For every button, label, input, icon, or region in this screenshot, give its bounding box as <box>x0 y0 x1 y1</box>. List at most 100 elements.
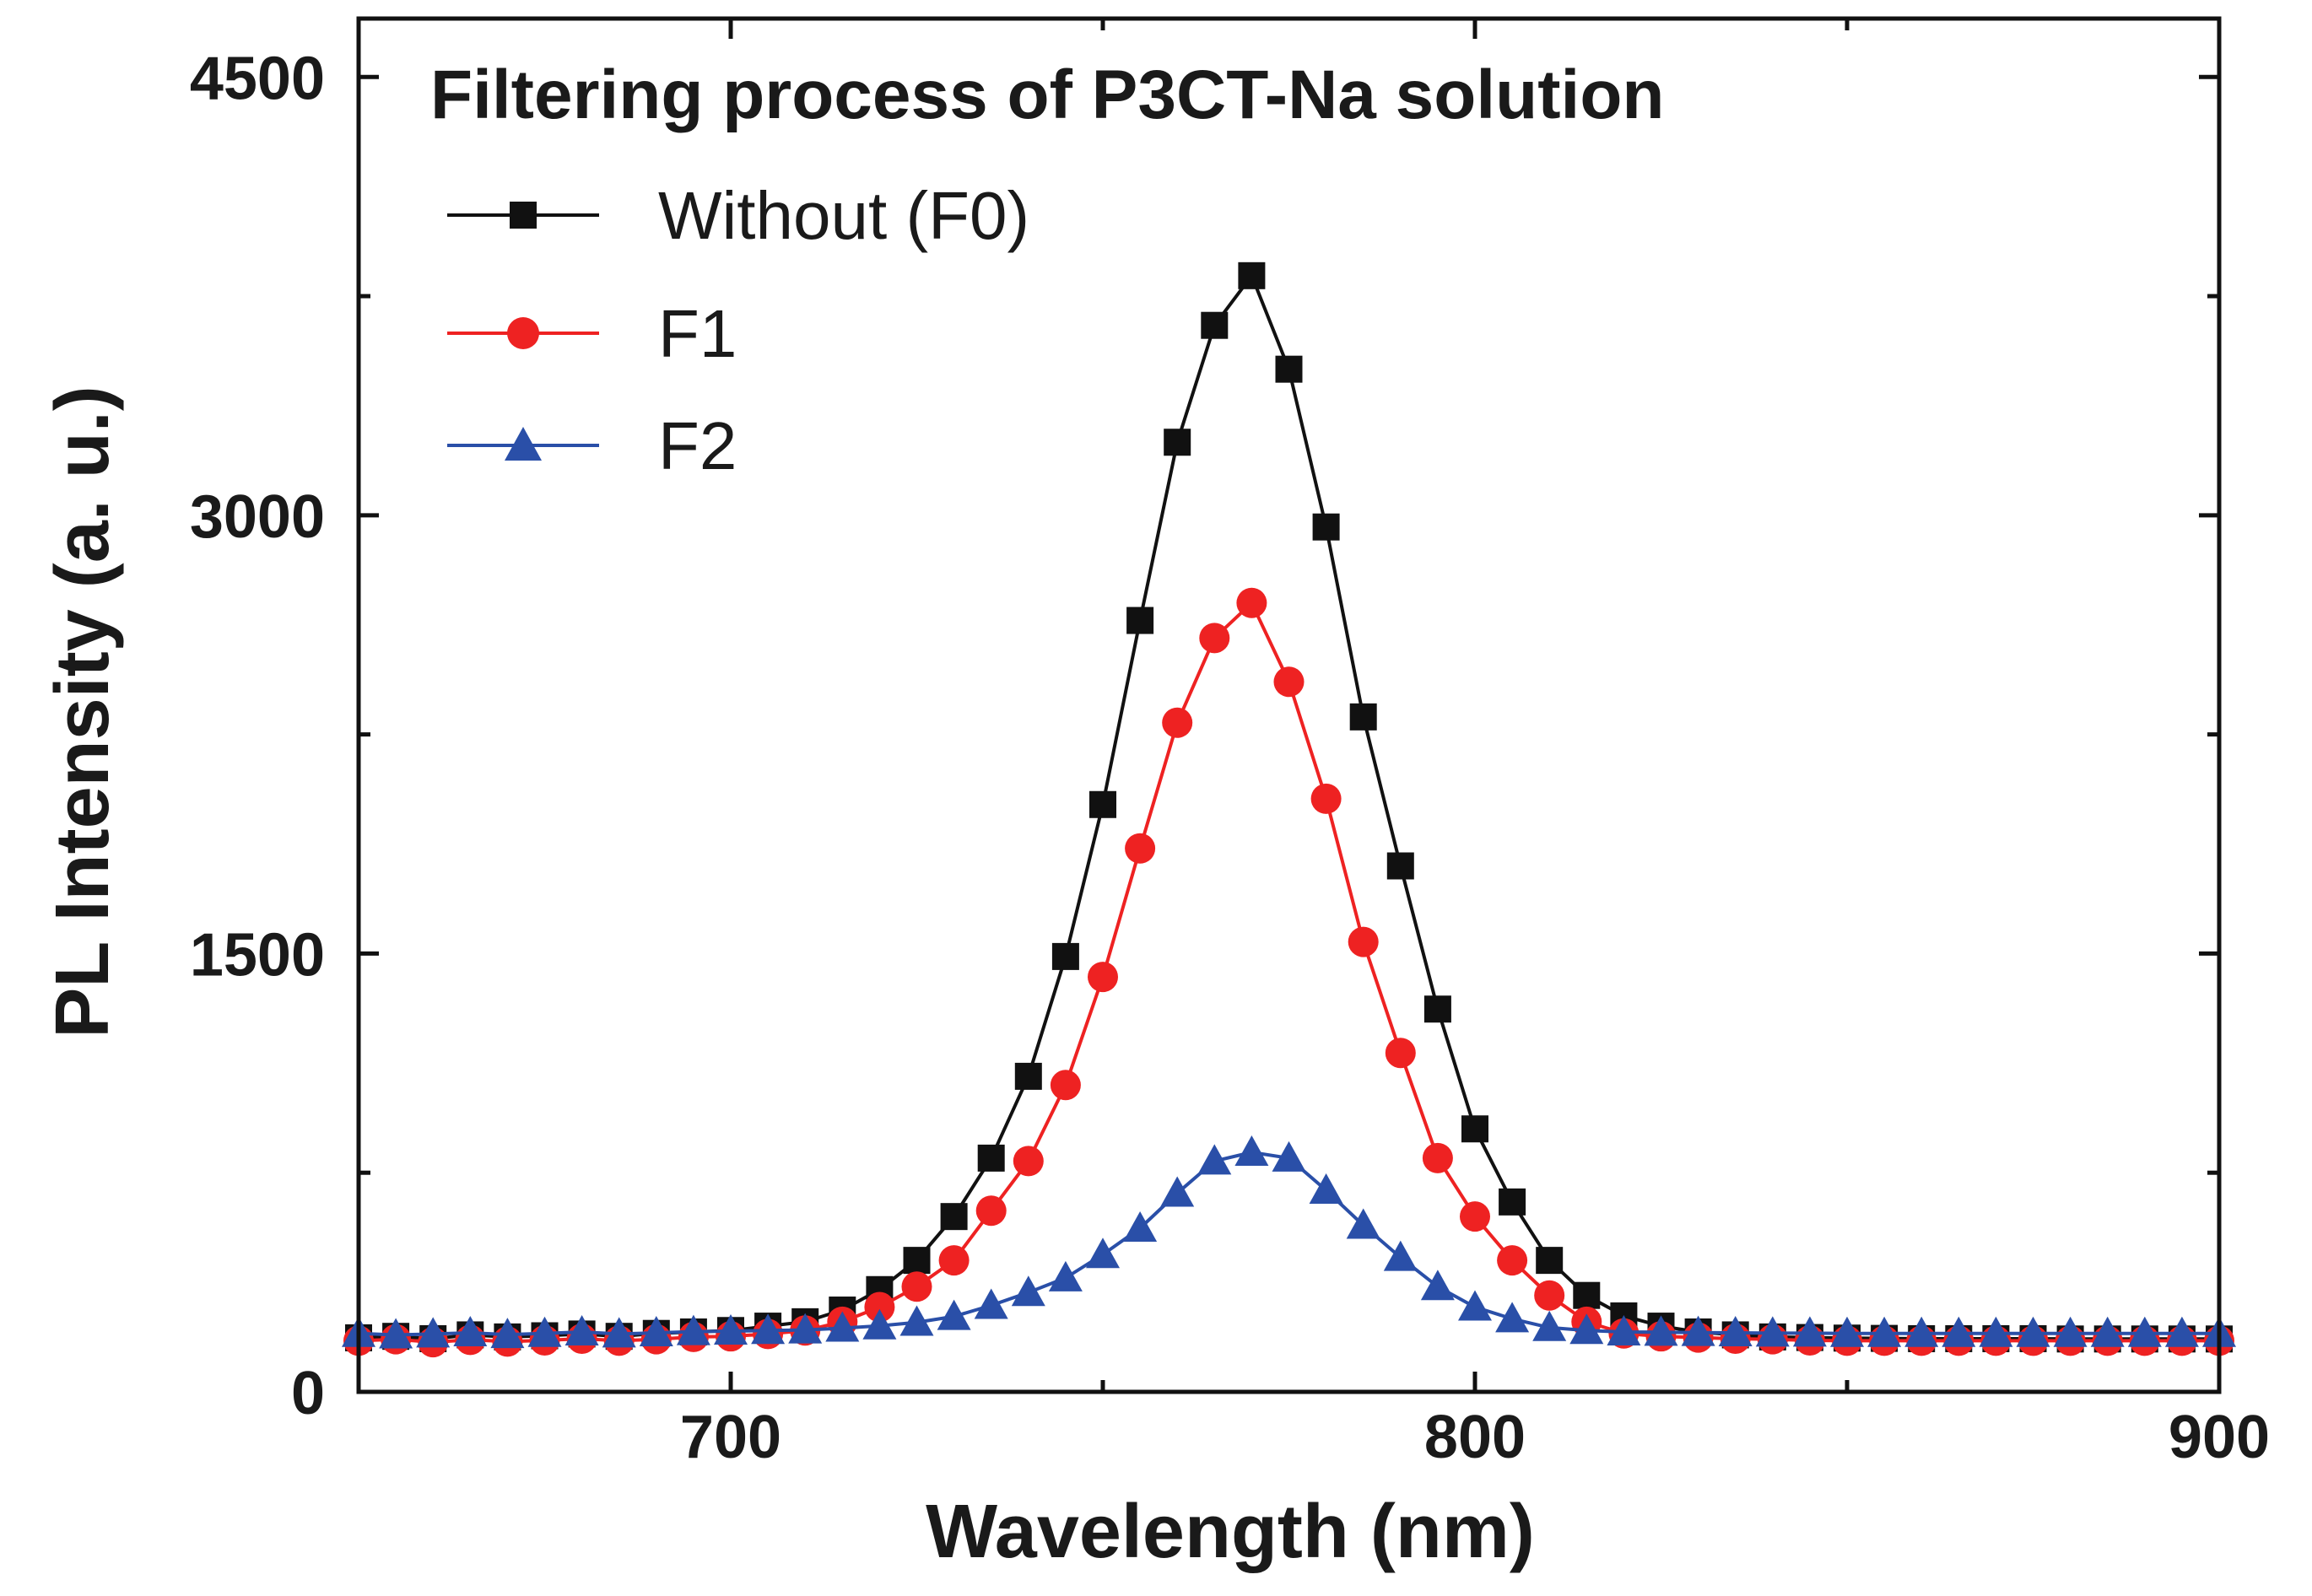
data-point-s2-24 <box>1234 1135 1269 1166</box>
y-tick-label-4500: 4500 <box>190 45 325 112</box>
legend-label-f0: Without (F0) <box>658 178 1029 253</box>
data-point-s0-19 <box>1051 942 1079 970</box>
series-line-2 <box>358 1151 2219 1337</box>
data-point-s2-32 <box>1532 1310 1567 1341</box>
data-point-s2-19 <box>1048 1260 1083 1291</box>
data-point-s2-20 <box>1086 1237 1120 1269</box>
y-tick-label-0: 0 <box>291 1360 325 1427</box>
x-tick-label-700: 700 <box>680 1404 781 1471</box>
data-point-s2-17 <box>974 1288 1008 1319</box>
data-point-s1-19 <box>1050 1070 1081 1101</box>
legend-label-f1: F1 <box>658 296 737 371</box>
legend: Without (F0) F1 F2 <box>447 178 1029 483</box>
data-point-s1-18 <box>1013 1146 1044 1177</box>
data-point-s2-29 <box>1420 1270 1455 1301</box>
y-tick-label-3000: 3000 <box>190 483 325 551</box>
data-point-s2-13 <box>825 1311 860 1342</box>
data-point-s1-14 <box>864 1291 895 1323</box>
data-point-s1-22 <box>1162 707 1193 738</box>
legend-item-f0: Without (F0) <box>447 178 1029 253</box>
data-point-s2-37 <box>1718 1316 1753 1347</box>
data-point-s2-9 <box>676 1314 710 1345</box>
data-point-s2-40 <box>1830 1316 1864 1347</box>
data-point-s2-18 <box>1011 1275 1045 1307</box>
data-point-s1-16 <box>938 1245 970 1276</box>
data-point-s0-20 <box>1089 790 1116 818</box>
data-point-s0-32 <box>1536 1247 1564 1275</box>
data-point-s0-30 <box>1461 1115 1488 1143</box>
legend-item-f1: F1 <box>447 296 737 371</box>
data-point-s1-25 <box>1273 666 1305 698</box>
data-point-s2-44 <box>1979 1316 2013 1347</box>
data-point-s1-29 <box>1422 1142 1453 1173</box>
legend-label-f2: F2 <box>658 408 737 483</box>
data-point-s2-15 <box>899 1305 934 1336</box>
data-point-s1-30 <box>1460 1201 1490 1232</box>
data-point-s2-48 <box>2127 1316 2162 1347</box>
data-point-s0-28 <box>1386 852 1414 880</box>
data-point-s0-15 <box>903 1247 931 1275</box>
chart-title: Filtering process of P3CT-Na solution <box>430 57 1665 133</box>
data-point-s1-24 <box>1236 587 1267 618</box>
data-point-s0-16 <box>940 1203 968 1231</box>
y-axis-label: PL Intensity (a. u.) <box>41 386 125 1038</box>
data-point-s2-49 <box>2164 1316 2199 1347</box>
data-point-s2-26 <box>1309 1173 1343 1204</box>
data-point-s2-12 <box>788 1313 823 1344</box>
data-point-s2-2 <box>416 1317 451 1348</box>
data-point-s2-22 <box>1160 1176 1195 1207</box>
data-point-s2-3 <box>453 1316 488 1347</box>
x-tick-label-800: 800 <box>1424 1404 1526 1471</box>
data-point-s2-1 <box>379 1318 413 1349</box>
data-point-s2-21 <box>1123 1211 1158 1243</box>
data-point-s2-30 <box>1458 1290 1492 1321</box>
data-point-s2-47 <box>2090 1316 2125 1347</box>
data-point-s0-27 <box>1349 703 1377 731</box>
data-point-s2-27 <box>1346 1208 1380 1239</box>
data-point-s2-33 <box>1569 1313 1604 1345</box>
data-point-s2-31 <box>1495 1302 1530 1333</box>
axes: 700 800 900 0 1500 3000 4500 <box>190 16 2270 1471</box>
data-point-s1-28 <box>1385 1038 1416 1069</box>
data-point-s1-27 <box>1348 926 1379 957</box>
series-line-1 <box>358 601 2219 1345</box>
data-point-s0-25 <box>1275 355 1303 383</box>
data-point-s1-20 <box>1088 962 1118 993</box>
data-point-s0-21 <box>1126 607 1154 634</box>
data-point-s0-24 <box>1238 262 1266 289</box>
data-point-s2-43 <box>1942 1316 1976 1347</box>
data-point-s0-33 <box>1573 1281 1601 1309</box>
data-point-s2-5 <box>527 1316 562 1347</box>
data-point-s0-18 <box>1014 1062 1042 1090</box>
data-point-s2-28 <box>1383 1240 1418 1271</box>
data-point-s2-41 <box>1867 1316 1902 1347</box>
data-point-s2-11 <box>751 1313 786 1345</box>
x-tick-label-900: 900 <box>2169 1404 2270 1471</box>
data-point-s2-4 <box>490 1318 525 1349</box>
data-point-s1-23 <box>1199 623 1230 654</box>
data-point-s2-45 <box>2016 1316 2050 1347</box>
data-point-s2-25 <box>1272 1140 1306 1172</box>
legend-marker-f2 <box>505 427 542 461</box>
data-point-s0-17 <box>977 1144 1005 1172</box>
data-point-s1-15 <box>901 1271 932 1302</box>
data-point-s1-17 <box>975 1195 1007 1227</box>
data-point-s1-31 <box>1497 1245 1528 1276</box>
data-point-s2-38 <box>1755 1316 1790 1347</box>
data-point-s2-39 <box>1792 1316 1827 1347</box>
data-point-s2-16 <box>937 1299 971 1330</box>
data-point-s2-42 <box>1904 1316 1939 1347</box>
data-series-layer <box>342 262 2236 1358</box>
plot-frame <box>356 16 2222 1394</box>
data-point-s2-34 <box>1607 1314 1641 1345</box>
data-point-s0-23 <box>1201 311 1229 339</box>
legend-marker-f0 <box>510 202 537 229</box>
data-point-s0-26 <box>1312 513 1340 541</box>
data-point-s2-8 <box>639 1316 673 1347</box>
data-point-s2-46 <box>2053 1316 2088 1347</box>
data-point-s0-31 <box>1499 1188 1526 1216</box>
series-line-0 <box>358 273 2219 1341</box>
data-point-s2-23 <box>1197 1144 1232 1175</box>
x-axis-label: Wavelength (nm) <box>926 1490 1535 1574</box>
